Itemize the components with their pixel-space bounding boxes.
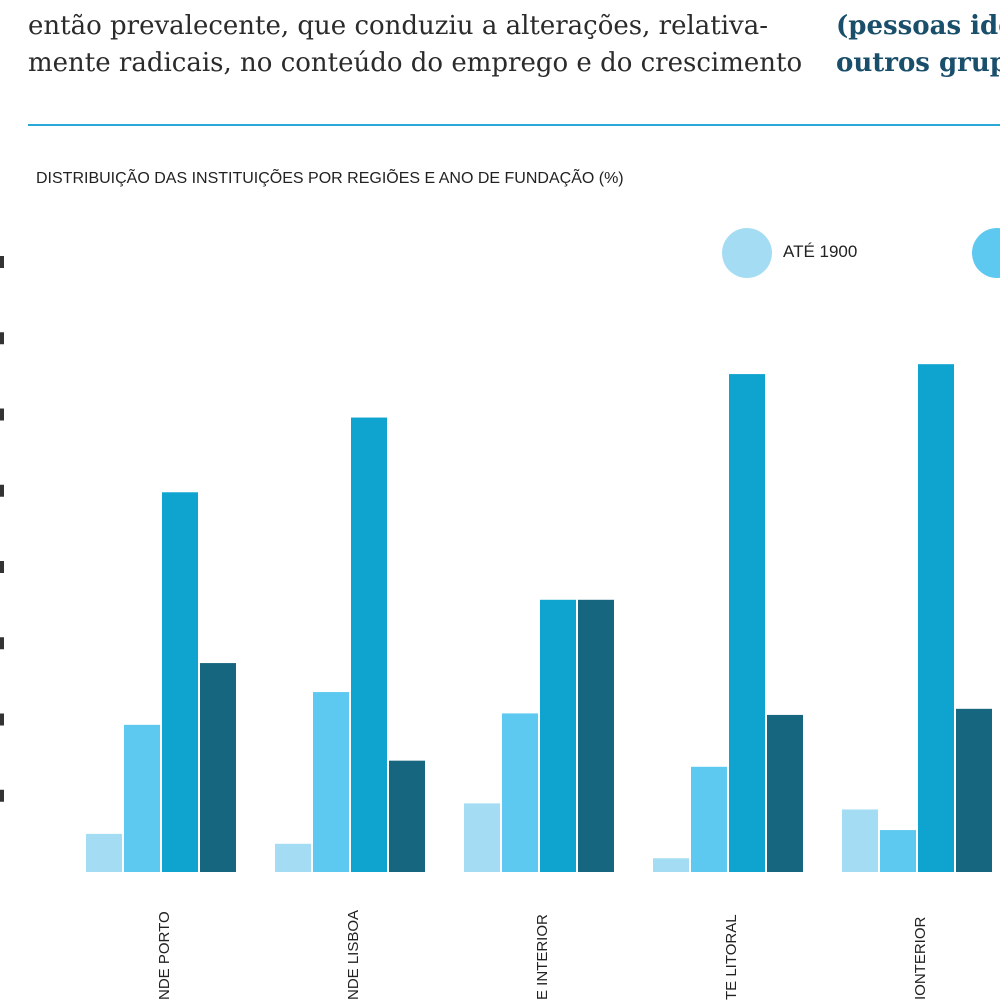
bar-2-series-4: [389, 760, 425, 872]
y-tick-30: [0, 637, 4, 650]
bar-5-series-2: [880, 830, 916, 872]
legend-swatch: [722, 228, 772, 278]
article-side-text: (pessoas ido outros grup: [836, 8, 1000, 82]
y-tick-10: [0, 789, 4, 802]
bar-2-series-1: [275, 843, 311, 872]
category-label: IONTERIOR: [912, 916, 929, 1000]
category-label: NDE PORTO: [156, 911, 173, 1000]
bar-3-series-4: [578, 599, 614, 872]
bar-4-series-2: [691, 766, 727, 872]
bar-4-series-3: [729, 374, 765, 872]
bar-5-series-4: [956, 708, 992, 872]
y-tick-40: [0, 561, 4, 573]
article-body-text: então prevalecente, que conduziu a alter…: [28, 8, 803, 82]
y-tick-20: [0, 713, 4, 726]
chart-title: DISTRIBUIÇÃO DAS INSTITUIÇÕES POR REGIÕE…: [36, 170, 624, 187]
y-tick-60: [0, 408, 4, 421]
y-tick-50: [0, 484, 4, 497]
bar-4-series-1: [653, 858, 689, 872]
bar-3-series-1: [464, 803, 500, 872]
bar-1-series-3: [162, 492, 198, 872]
side-line: outros grup: [836, 48, 1000, 78]
category-label: TE LITORAL: [723, 914, 740, 1000]
bar-2-series-2: [313, 692, 349, 872]
y-tick-80: [0, 256, 4, 268]
section-divider: [28, 124, 1000, 126]
article-line: mente radicais, no conteúdo do emprego e…: [28, 48, 803, 78]
bar-3-series-3: [540, 599, 576, 872]
bar-1-series-2: [124, 724, 160, 872]
bar-2-series-3: [351, 417, 387, 872]
article-line: então prevalecente, que conduziu a alter…: [28, 11, 769, 41]
bar-3-series-2: [502, 713, 538, 872]
category-label: E INTERIOR: [534, 914, 551, 1000]
category-label: NDE LISBOA: [345, 910, 362, 1000]
bar-1-series-1: [86, 833, 122, 872]
bar-5-series-3: [918, 364, 954, 872]
bar-1-series-4: [200, 663, 236, 872]
bar-4-series-4: [767, 714, 803, 872]
legend-label: ATÉ 1900: [783, 242, 858, 261]
bar-5-series-1: [842, 809, 878, 872]
y-tick-70: [0, 332, 4, 345]
side-line: (pessoas ido: [836, 11, 1000, 41]
